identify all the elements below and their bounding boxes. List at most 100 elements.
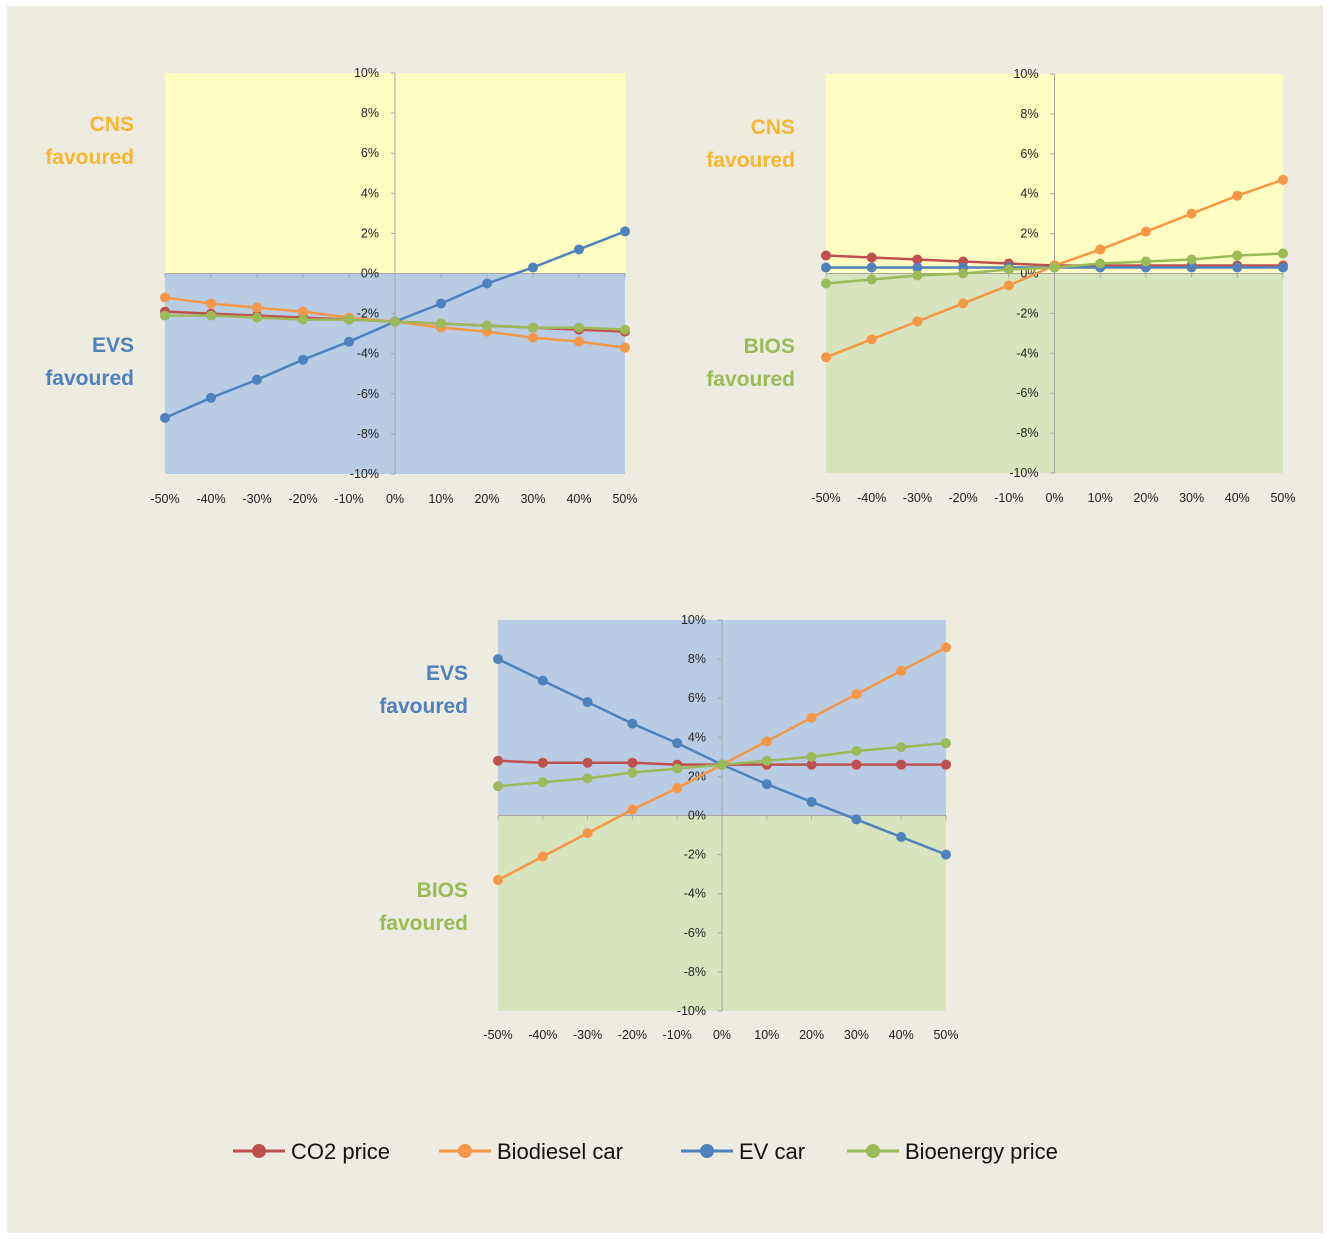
data-point-biodiesel-car [252, 302, 262, 313]
data-point-bioenergy-price [896, 742, 907, 753]
y-tick-label: 2% [361, 226, 379, 240]
zone-label-title: EVS [426, 662, 468, 685]
data-point-bioenergy-price [851, 745, 862, 756]
data-point-ev-car [761, 779, 772, 790]
data-point-bioenergy-price [1278, 248, 1288, 259]
data-point-co2-price [851, 759, 862, 770]
y-tick-label: 4% [688, 730, 706, 744]
data-point-biodiesel-car [1186, 208, 1197, 219]
y-tick-label: -4% [357, 347, 379, 361]
data-point-ev-car [851, 814, 862, 825]
y-tick-label: -2% [357, 307, 379, 321]
x-tick-label: 0% [713, 1028, 731, 1042]
data-point-ev-car [528, 262, 538, 273]
x-tick-label: 40% [889, 1028, 914, 1042]
x-tick-label: -10% [334, 492, 363, 506]
y-tick-label: -6% [357, 387, 379, 401]
data-point-ev-car [160, 412, 170, 423]
data-point-bioenergy-price [390, 316, 400, 327]
data-point-bioenergy-price [1095, 258, 1106, 269]
data-point-bioenergy-price [206, 310, 216, 321]
data-point-bioenergy-price [537, 777, 548, 788]
data-point-bioenergy-price [866, 274, 877, 285]
chart-2: CNS favoured BIOS favoured 10% 8% 6% 4% 2% 0% -2% -… [706, 67, 1295, 505]
y-tick-label: 0% [688, 809, 706, 823]
y-tick-label: 6% [1020, 147, 1038, 161]
data-point-biodiesel-car [493, 875, 503, 886]
data-point-bioenergy-price [620, 324, 630, 335]
x-tick-label: 50% [612, 492, 637, 506]
x-tick-label: 10% [1088, 491, 1113, 505]
data-point-ev-car [582, 697, 593, 708]
data-point-ev-car [344, 336, 354, 347]
data-point-ev-car [482, 278, 492, 289]
data-point-bioenergy-price [344, 314, 354, 325]
data-point-bioenergy-price [912, 270, 923, 281]
data-point-bioenergy-price [574, 322, 584, 333]
x-tick-label: 30% [844, 1028, 869, 1042]
x-tick-label: 20% [799, 1028, 824, 1042]
data-point-ev-car [627, 718, 638, 729]
data-point-bioenergy-price [806, 751, 817, 762]
data-point-bioenergy-price [627, 767, 638, 778]
y-tick-label: -4% [1016, 346, 1038, 360]
x-tick-label: 10% [428, 492, 453, 506]
data-point-biodiesel-car [851, 689, 862, 700]
x-tick-label: -10% [994, 491, 1023, 505]
data-point-bioenergy-price [761, 755, 772, 766]
data-point-bioenergy-price [1140, 256, 1151, 267]
x-tick-label: -10% [663, 1028, 692, 1042]
y-tick-label: -4% [684, 887, 706, 901]
y-tick-label: -6% [684, 926, 706, 940]
data-point-ev-car [537, 675, 548, 686]
data-point-bioenergy-price [1186, 254, 1197, 265]
data-point-ev-car [1232, 262, 1243, 273]
legend-marker-biodiesel-car [458, 1144, 472, 1158]
data-point-co2-price [806, 759, 817, 770]
data-point-bioenergy-price [582, 773, 593, 784]
x-tick-label: 50% [933, 1028, 958, 1042]
legend-marker-bioenergy-price [866, 1144, 880, 1158]
data-point-bioenergy-price [298, 314, 308, 325]
data-point-bioenergy-price [717, 759, 727, 770]
zone-label-subtitle: favoured [706, 368, 795, 391]
x-tick-label: 30% [520, 492, 545, 506]
x-tick-label: -30% [242, 492, 271, 506]
data-point-biodiesel-car [958, 298, 969, 309]
data-point-ev-car [493, 654, 503, 665]
x-tick-label: 40% [566, 492, 591, 506]
data-point-bioenergy-price [958, 268, 969, 279]
y-tick-label: -2% [684, 848, 706, 862]
x-tick-label: -30% [573, 1028, 602, 1042]
data-point-ev-car [252, 374, 262, 385]
data-point-ev-car [298, 354, 308, 365]
data-point-bioenergy-price [528, 322, 538, 333]
x-tick-label: -50% [811, 491, 840, 505]
zone-label-subtitle: favoured [45, 146, 134, 169]
data-point-bioenergy-price [1003, 264, 1014, 275]
data-point-bioenergy-price [493, 781, 503, 792]
y-tick-label: -10% [677, 1004, 706, 1018]
x-tick-label: -50% [483, 1028, 512, 1042]
x-tick-label: -40% [196, 492, 225, 506]
data-point-co2-price [912, 254, 923, 265]
zone-label-subtitle: favoured [379, 912, 468, 935]
data-point-biodiesel-car [574, 336, 584, 347]
chart-1: CNS favoured EVS favoured 10% 8% 6% 4% 2% 0% -2% -4… [45, 66, 637, 506]
data-point-ev-car [941, 849, 951, 860]
legend-label-biodiesel-car: Biodiesel car [497, 1139, 623, 1164]
y-tick-label: -10% [1009, 466, 1038, 480]
data-point-co2-price [821, 250, 831, 261]
data-point-biodiesel-car [620, 342, 630, 353]
data-point-bioenergy-price [941, 738, 951, 749]
data-point-ev-car [1278, 262, 1288, 273]
data-point-bioenergy-price [1049, 262, 1060, 273]
zone-label-title: CNS [90, 113, 134, 136]
legend-label-ev-car: EV car [739, 1139, 805, 1164]
data-point-bioenergy-price [252, 312, 262, 323]
y-tick-label: 6% [361, 146, 379, 160]
data-point-biodiesel-car [761, 736, 772, 747]
data-point-ev-car [1186, 262, 1197, 273]
zone-label-title: BIOS [417, 879, 468, 902]
y-tick-label: 10% [681, 613, 706, 627]
